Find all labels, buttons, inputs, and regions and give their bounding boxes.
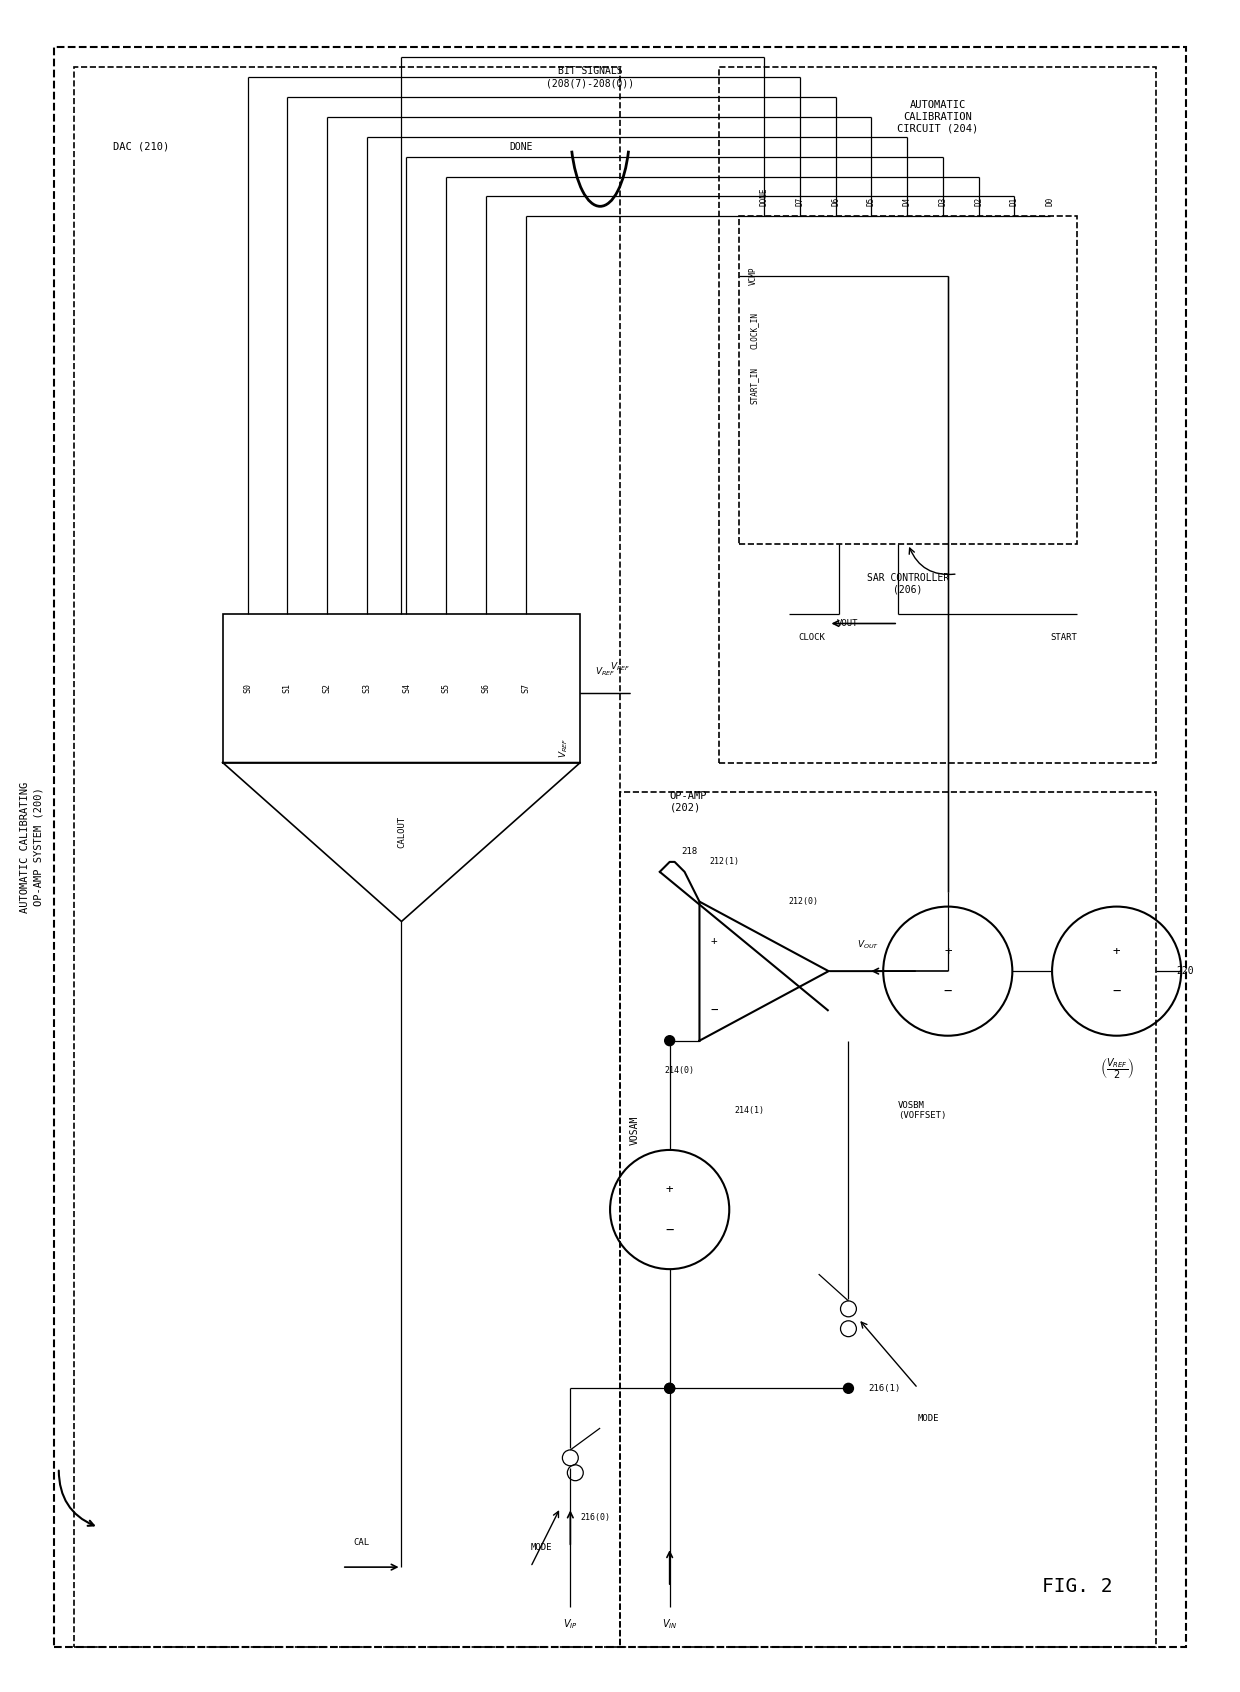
Text: $V_{OUT}$: $V_{OUT}$: [857, 939, 879, 951]
Text: 218: 218: [682, 848, 698, 856]
Text: −: −: [944, 985, 952, 998]
Text: −: −: [666, 1222, 673, 1237]
Text: VOSAM: VOSAM: [630, 1115, 640, 1145]
Circle shape: [665, 1384, 675, 1393]
Text: CLOCK_IN: CLOCK_IN: [749, 311, 758, 349]
Text: +: +: [711, 936, 718, 946]
Text: OP-AMP
(202): OP-AMP (202): [670, 790, 707, 812]
Text: S2: S2: [322, 684, 331, 694]
Circle shape: [665, 1036, 675, 1046]
Text: DAC (210): DAC (210): [113, 142, 170, 152]
Text: S6: S6: [481, 684, 490, 694]
Text: DONE: DONE: [760, 188, 769, 206]
Bar: [719, 68, 1157, 763]
Text: −: −: [711, 1005, 718, 1017]
Text: CALOUT: CALOUT: [397, 816, 405, 848]
Text: DONE: DONE: [508, 142, 532, 152]
Text: D6: D6: [831, 196, 839, 206]
Text: S0: S0: [243, 684, 252, 694]
Text: VCMP: VCMP: [749, 267, 758, 286]
Text: $V_{IP}$: $V_{IP}$: [563, 1618, 578, 1631]
Text: S7: S7: [521, 684, 531, 694]
Text: MODE: MODE: [918, 1413, 940, 1423]
Text: S5: S5: [441, 684, 450, 694]
Text: 216(0): 216(0): [580, 1513, 610, 1523]
Bar: [620, 792, 1157, 1646]
Text: D2: D2: [975, 196, 983, 206]
Text: CLOCK: CLOCK: [799, 633, 826, 643]
Text: D7: D7: [795, 196, 805, 206]
Text: START_IN: START_IN: [749, 367, 758, 404]
Text: 212(1): 212(1): [709, 858, 739, 866]
Text: D1: D1: [1009, 196, 1019, 206]
Text: +: +: [666, 1183, 673, 1196]
Text: 214(0): 214(0): [665, 1066, 694, 1074]
Text: $V_{IN}$: $V_{IN}$: [662, 1618, 677, 1631]
Text: −: −: [1112, 985, 1121, 998]
Text: 212(0): 212(0): [789, 897, 818, 907]
Text: 214(1): 214(1): [734, 1105, 764, 1115]
Text: $V_{REF}$: $V_{REF}$: [595, 665, 615, 678]
Text: S4: S4: [402, 684, 410, 694]
Circle shape: [665, 1384, 675, 1393]
Text: D0: D0: [1045, 196, 1054, 206]
Text: FIG. 2: FIG. 2: [1042, 1577, 1112, 1597]
Bar: [73, 68, 620, 1646]
Text: S3: S3: [362, 684, 371, 694]
Text: AUTOMATIC CALIBRATING
OP-AMP SYSTEM (200): AUTOMATIC CALIBRATING OP-AMP SYSTEM (200…: [20, 782, 43, 912]
Text: $V_{REF}$: $V_{REF}$: [610, 660, 630, 673]
Bar: [739, 217, 1076, 545]
Text: 216(1): 216(1): [868, 1384, 900, 1393]
Text: D3: D3: [939, 196, 947, 206]
Circle shape: [843, 1384, 853, 1393]
Text: D4: D4: [903, 196, 911, 206]
Text: S1: S1: [283, 684, 291, 694]
Text: START: START: [1050, 633, 1076, 643]
Text: VOSBM
(VOFFSET): VOSBM (VOFFSET): [898, 1101, 946, 1120]
Text: MODE: MODE: [531, 1543, 552, 1552]
Text: AUTOMATIC
CALIBRATION
CIRCUIT (204): AUTOMATIC CALIBRATION CIRCUIT (204): [898, 100, 978, 134]
Bar: [223, 614, 580, 763]
Text: VOUT: VOUT: [837, 619, 858, 628]
Text: 220: 220: [1177, 966, 1194, 976]
Text: $\left(\dfrac{V_{REF}}{2}\right)$: $\left(\dfrac{V_{REF}}{2}\right)$: [1100, 1056, 1133, 1081]
Text: SAR CONTROLLER
(206): SAR CONTROLLER (206): [867, 574, 949, 594]
Text: CAL: CAL: [353, 1538, 370, 1546]
Text: D5: D5: [867, 196, 875, 206]
Text: BIT SIGNALS
(208(7)-208(0)): BIT SIGNALS (208(7)-208(0)): [546, 66, 635, 88]
Text: $V_{REF}$: $V_{REF}$: [558, 738, 570, 758]
Text: +: +: [1112, 944, 1121, 958]
Text: +: +: [944, 944, 951, 958]
